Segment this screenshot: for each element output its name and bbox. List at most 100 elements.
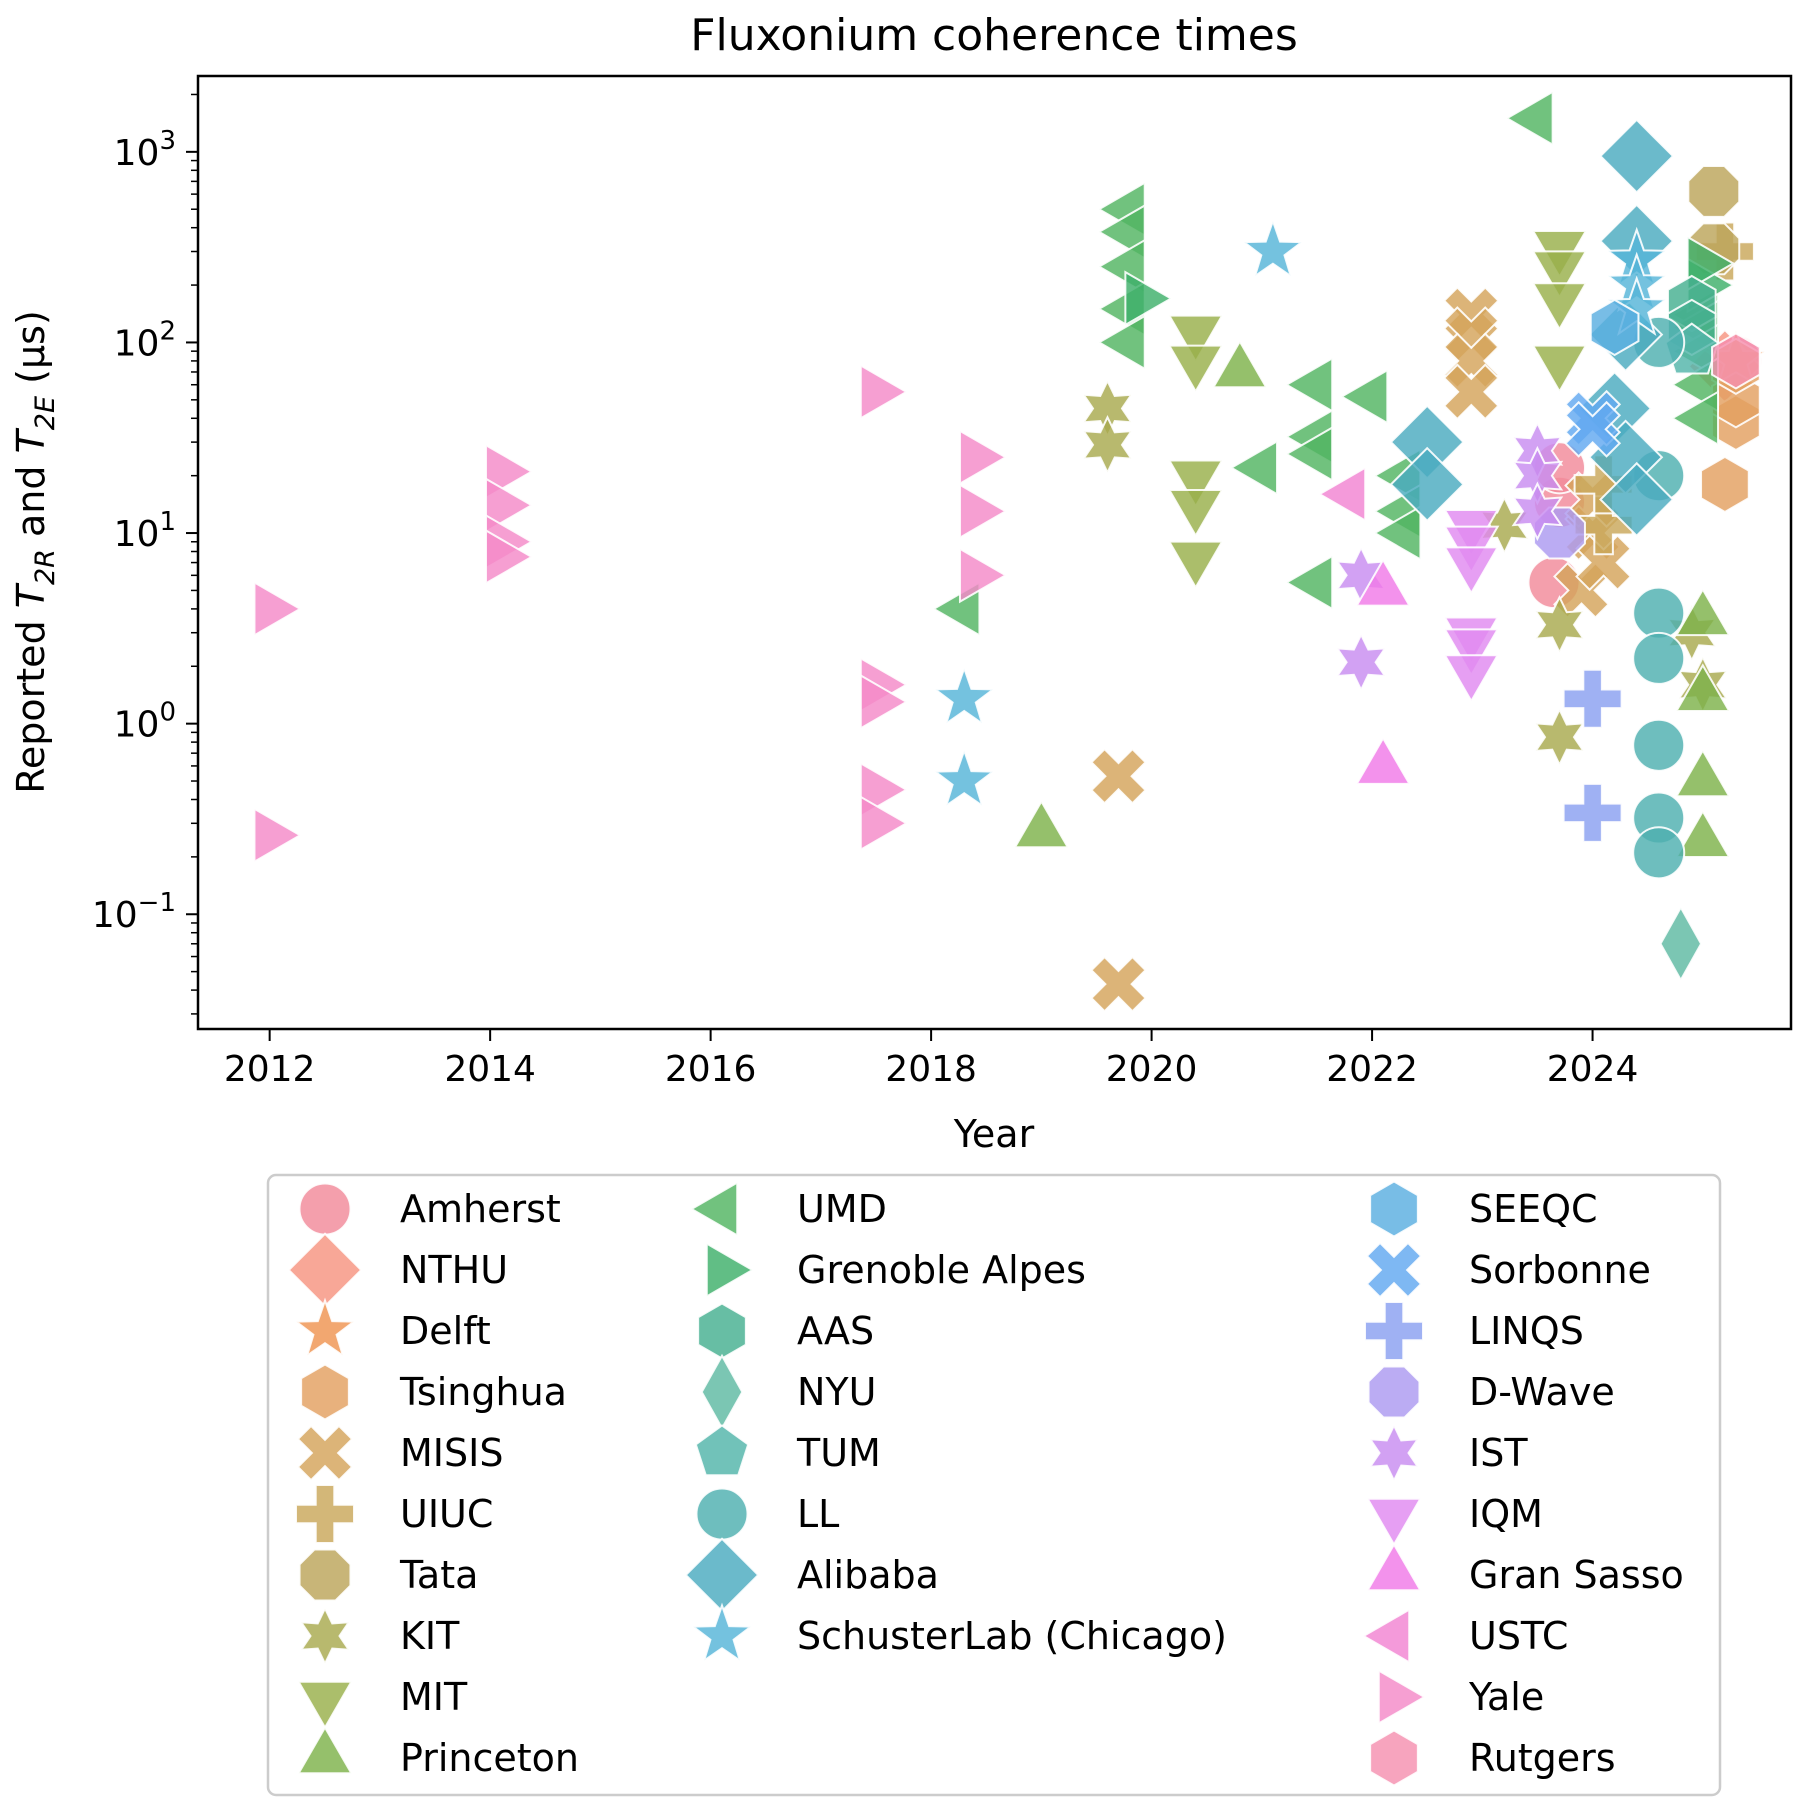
- legend-marker-ustc: [1361, 1607, 1411, 1665]
- data-point-princeton: [1674, 587, 1731, 637]
- data-point-gran-sasso: [1354, 736, 1412, 785]
- data-point-schusterlab-chicago: [1241, 218, 1305, 279]
- legend-frame: [266, 1173, 1722, 1797]
- legend-label-amherst: Amherst: [400, 1187, 561, 1231]
- data-point-yale: [859, 363, 909, 421]
- legend-label-rutgers: Rutgers: [1469, 1736, 1616, 1780]
- data-point-iqm: [1443, 654, 1500, 703]
- legend-label-aas: AAS: [797, 1309, 874, 1353]
- x-tick-label: 2020: [1106, 1049, 1198, 1090]
- data-point-yale: [484, 477, 534, 534]
- legend-label-alibaba: Alibaba: [797, 1553, 939, 1597]
- data-point-princeton: [1674, 809, 1731, 859]
- data-point-tata: [1687, 164, 1741, 218]
- y-tick-label: 10−1: [92, 888, 176, 936]
- plot-frame: [196, 74, 1793, 1031]
- data-point-nyu: [1659, 905, 1703, 983]
- data-point-yale: [859, 795, 909, 852]
- x-axis-label: Year: [953, 1112, 1035, 1156]
- data-point-grenoble-alpes: [1686, 235, 1736, 292]
- data-point-yale: [958, 483, 1008, 540]
- legend-label-nyu: NYU: [797, 1370, 876, 1414]
- data-point-princeton: [1674, 748, 1731, 798]
- legend-marker-uiuc: [295, 1484, 355, 1544]
- legend-label-umd: UMD: [797, 1187, 887, 1231]
- data-point-ll: [1632, 826, 1686, 880]
- legend-label-gran-sasso: Gran Sasso: [1469, 1553, 1684, 1597]
- legend-label-schusterlab-chicago: SchusterLab (Chicago): [797, 1614, 1227, 1658]
- legend-marker-iqm: [1365, 1497, 1423, 1547]
- data-point-misis: [1090, 747, 1147, 805]
- data-point-umd: [1097, 203, 1146, 261]
- data-point-iqm: [1443, 628, 1500, 678]
- legend-label-kit: KIT: [400, 1614, 460, 1658]
- legend-label-misis: MISIS: [400, 1431, 503, 1475]
- data-point-mit: [1167, 459, 1224, 509]
- data-point-ll: [1632, 586, 1686, 640]
- data-point-gran-sasso: [1354, 557, 1412, 607]
- data-point-umd: [1372, 504, 1422, 562]
- data-point-yale: [484, 528, 534, 586]
- data-point-linqs: [1562, 782, 1623, 843]
- data-point-umd: [1229, 439, 1279, 496]
- data-point-sorbonne: [1564, 400, 1622, 458]
- legend-label-nthu: NTHU: [400, 1248, 508, 1292]
- y-tick-label: 103: [114, 126, 176, 174]
- legend-label-tata: Tata: [399, 1553, 478, 1597]
- data-point-princeton: [1674, 663, 1731, 713]
- data-point-yale: [958, 429, 1008, 486]
- legend-marker-schusterlab-chicago: [690, 1602, 754, 1664]
- legend-marker-amherst: [298, 1182, 352, 1236]
- legend-marker-grenoble-alpes: [705, 1241, 755, 1299]
- legend-label-princeton: Princeton: [400, 1736, 579, 1780]
- data-point-yale: [253, 807, 303, 864]
- legend-label-seeqc: SEEQC: [1469, 1187, 1598, 1231]
- legend-marker-d-wave: [1367, 1365, 1421, 1419]
- legend-label-ustc: USTC: [1469, 1614, 1568, 1658]
- data-point-yale: [958, 547, 1008, 604]
- data-point-mit: [1531, 282, 1588, 331]
- legend-marker-sorbonne: [1365, 1241, 1423, 1299]
- data-point-umd: [1670, 390, 1720, 447]
- y-axis-label: Reported T2R and T2E (µs): [9, 310, 61, 794]
- data-point-umd: [1097, 314, 1146, 371]
- data-point-mit: [1167, 314, 1224, 364]
- legend-marker-princeton: [296, 1725, 354, 1775]
- x-tick-label: 2022: [1326, 1049, 1418, 1090]
- legend-label-ist: IST: [1469, 1431, 1528, 1475]
- x-axis: 2012 2014 2016 2018 2020 2022 2024: [224, 1029, 1638, 1090]
- data-point-grenoble-alpes: [1124, 270, 1174, 327]
- legend-marker-gran-sasso: [1365, 1542, 1423, 1592]
- legend-marker-tum: [694, 1424, 750, 1477]
- data-point-alibaba: [1599, 461, 1675, 538]
- legend-marker-umd: [689, 1180, 739, 1238]
- data-point-mit: [1167, 540, 1224, 590]
- data-point-schusterlab-chicago: [932, 747, 997, 809]
- data-point-linqs: [1562, 668, 1623, 729]
- legend-marker-rutgers: [1369, 1729, 1419, 1787]
- data-point-princeton: [1211, 339, 1268, 389]
- y-tick-label: 100: [114, 698, 176, 746]
- data-point-alibaba: [1599, 118, 1675, 194]
- data-point-misis: [1090, 955, 1147, 1013]
- y-tick-label: 101: [114, 507, 176, 555]
- data-point-yale: [859, 673, 909, 731]
- plot-area: [253, 90, 1768, 1013]
- chart-title: Fluxonium coherence times: [690, 10, 1298, 61]
- legend-marker-misis: [296, 1424, 354, 1482]
- legend-label-grenoble-alpes: Grenoble Alpes: [797, 1248, 1086, 1292]
- data-point-rutgers: [1711, 332, 1761, 390]
- legend-label-ll: LL: [797, 1492, 839, 1536]
- legend-label-sorbonne: Sorbonne: [1469, 1248, 1651, 1292]
- legend-marker-seeqc: [1369, 1180, 1419, 1238]
- data-point-alibaba: [1389, 446, 1465, 523]
- legend-marker-mit: [296, 1680, 354, 1730]
- data-point-kit: [1533, 594, 1586, 655]
- data-point-umd: [1284, 356, 1334, 413]
- y-axis: 10−1 100 101 102 103: [92, 93, 198, 1015]
- legend-label-delft: Delft: [400, 1309, 491, 1353]
- data-point-ll: [1632, 631, 1686, 685]
- x-tick-label: 2016: [665, 1049, 757, 1090]
- legend-marker-delft: [293, 1297, 357, 1359]
